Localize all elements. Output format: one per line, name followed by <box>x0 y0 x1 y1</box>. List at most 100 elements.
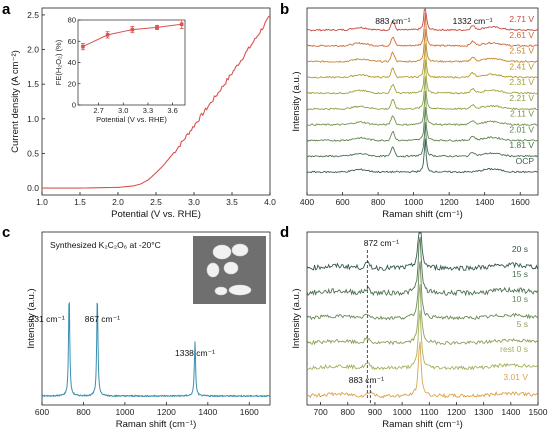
inset-fe-point <box>155 25 159 30</box>
crystal-fragment <box>231 243 249 257</box>
crystal-fragment <box>206 262 220 278</box>
y-axis-title: Intensity (a.u.) <box>291 288 302 348</box>
x-tick-label: 1500 <box>529 407 548 417</box>
inset-fe-point <box>130 27 135 32</box>
raman-spectrum-301V <box>306 341 538 399</box>
sample-photo <box>193 236 266 304</box>
y-tick-label: 1.0 <box>27 114 39 124</box>
panel-c-chart: 600 800 1000 1200 1400 1600 Raman shift (cm⁻¹)… <box>26 231 271 430</box>
raman-spectrum-15s <box>306 237 538 297</box>
x-tick-label: 3.0 <box>188 197 200 207</box>
series-label: 15 s <box>512 269 528 279</box>
peak-annotation: 1332 cm⁻¹ <box>453 16 493 26</box>
x-tick-label: 2.5 <box>150 197 162 207</box>
raman-spectrum-231V <box>306 59 538 95</box>
series-label: 2.71 V <box>509 14 534 24</box>
x-tick-label: 1.5 <box>74 197 86 207</box>
x-tick-label: 1200 <box>440 197 459 207</box>
y-tick-label: 0.5 <box>27 148 39 158</box>
crystal-fragment <box>223 261 239 275</box>
x-axis-title: Raman shift (cm⁻¹) <box>382 209 463 220</box>
series-label: 10 s <box>512 294 528 304</box>
x-tick-label: 400 <box>300 197 314 207</box>
inset-x-axis-title: Potential (V vs. RHE) <box>96 115 167 124</box>
x-tick-label: 800 <box>371 197 385 207</box>
current-density-line <box>42 15 271 189</box>
peak-annotation: 867 cm⁻¹ <box>85 314 120 324</box>
crystal-fragment <box>228 284 252 296</box>
series-label: OCP <box>516 156 535 166</box>
x-tick-label: 1200 <box>447 407 466 417</box>
peak-annotation: 731 cm⁻¹ <box>30 314 65 324</box>
x-tick-label: 800 <box>76 407 90 417</box>
panel-letter-d: d <box>280 224 289 241</box>
x-axis-title: Raman shift (cm⁻¹) <box>116 419 197 430</box>
y-tick-label: 2.0 <box>27 45 39 55</box>
inset-y-tick-label: 0 <box>72 101 76 110</box>
series-label: 2.31 V <box>509 77 534 87</box>
inset-x-tick-label: 3.3 <box>143 106 153 115</box>
plot-frame <box>41 231 271 406</box>
y-axis-title: Current density (A cm⁻²) <box>10 50 21 153</box>
raman-spectrum-181V <box>306 122 538 158</box>
x-tick-label: 1400 <box>475 197 494 207</box>
series-label: 2.41 V <box>509 61 534 71</box>
x-tick-label: 2.0 <box>112 197 124 207</box>
panel-b-chart: 400 600 800 1000 1200 1400 1600 Raman shift (cm… <box>291 7 539 220</box>
inset-x-tick-label: 3.6 <box>167 106 177 115</box>
raman-spectrum-221V <box>306 76 538 111</box>
inset-fe-point <box>179 22 184 27</box>
x-tick-label: 1000 <box>393 407 412 417</box>
y-axis-title: Intensity (a.u.) <box>291 71 302 131</box>
inset-y-axis-title: FE(H₂O₂) (%) <box>54 39 63 85</box>
y-axis-title: Intensity (a.u.) <box>26 288 37 348</box>
series-label: rest 0 s <box>500 344 528 354</box>
y-tick-label: 2.5 <box>27 10 39 20</box>
series-label: 2.61 V <box>509 30 534 40</box>
k2c2o6-spectrum <box>41 301 271 398</box>
plot-frame <box>306 231 539 406</box>
inset-y-tick-label: 40 <box>68 58 76 67</box>
y-tick-label: 1.5 <box>27 79 39 89</box>
raman-spectrum-5s <box>306 284 538 346</box>
panel-letter-b: b <box>280 1 289 18</box>
x-tick-label: 1000 <box>115 407 134 417</box>
y-tick-label: 0.0 <box>27 183 39 193</box>
chart-title: Synthesized K₂C₂O₆ at -20°C <box>50 240 161 250</box>
crystal-fragment <box>212 244 232 260</box>
series-label: 1.81 V <box>509 140 534 150</box>
inset-y-tick-label: 80 <box>68 16 76 25</box>
inset-x-tick-label: 3.0 <box>118 106 128 115</box>
x-tick-label: 600 <box>335 197 349 207</box>
raman-spectrum-261V <box>306 12 538 48</box>
x-tick-label: 1400 <box>198 407 217 417</box>
x-tick-label: 1300 <box>474 407 493 417</box>
x-tick-label: 1200 <box>157 407 176 417</box>
x-tick-label: 700 <box>313 407 327 417</box>
x-tick-label: 1600 <box>240 407 259 417</box>
crystal-fragment <box>214 286 228 296</box>
x-tick-label: 1000 <box>404 197 423 207</box>
x-tick-label: 800 <box>341 407 355 417</box>
panel-letter-a: a <box>2 1 11 18</box>
peak-annotation: 883 cm⁻¹ <box>349 375 384 385</box>
peak-annotation: 872 cm⁻¹ <box>364 238 399 248</box>
peak-annotation: 883 cm⁻¹ <box>375 16 410 26</box>
raman-spectrum-201V <box>306 107 538 142</box>
raman-spectrum-271V <box>306 8 538 32</box>
x-tick-label: 600 <box>35 407 49 417</box>
raman-spectrum-241V <box>306 43 538 79</box>
x-tick-label: 900 <box>368 407 382 417</box>
x-tick-label: 1100 <box>420 407 439 417</box>
peak-annotation: 1338 cm⁻¹ <box>175 348 215 358</box>
panel-d-chart: 700 800 900 1000 1100 1200 1300 1400 1500 Raman s… <box>291 231 548 430</box>
x-tick-label: 1600 <box>511 197 530 207</box>
inset-x-tick-label: 2.7 <box>93 106 103 115</box>
series-label: 20 s <box>512 244 528 254</box>
raman-spectrum-OCP <box>306 138 538 174</box>
series-label: 3.01 V <box>503 372 528 382</box>
raman-spectrum-251V <box>306 29 538 63</box>
x-axis-title: Raman shift (cm⁻¹) <box>382 419 463 430</box>
inset-fe-point <box>105 33 110 37</box>
